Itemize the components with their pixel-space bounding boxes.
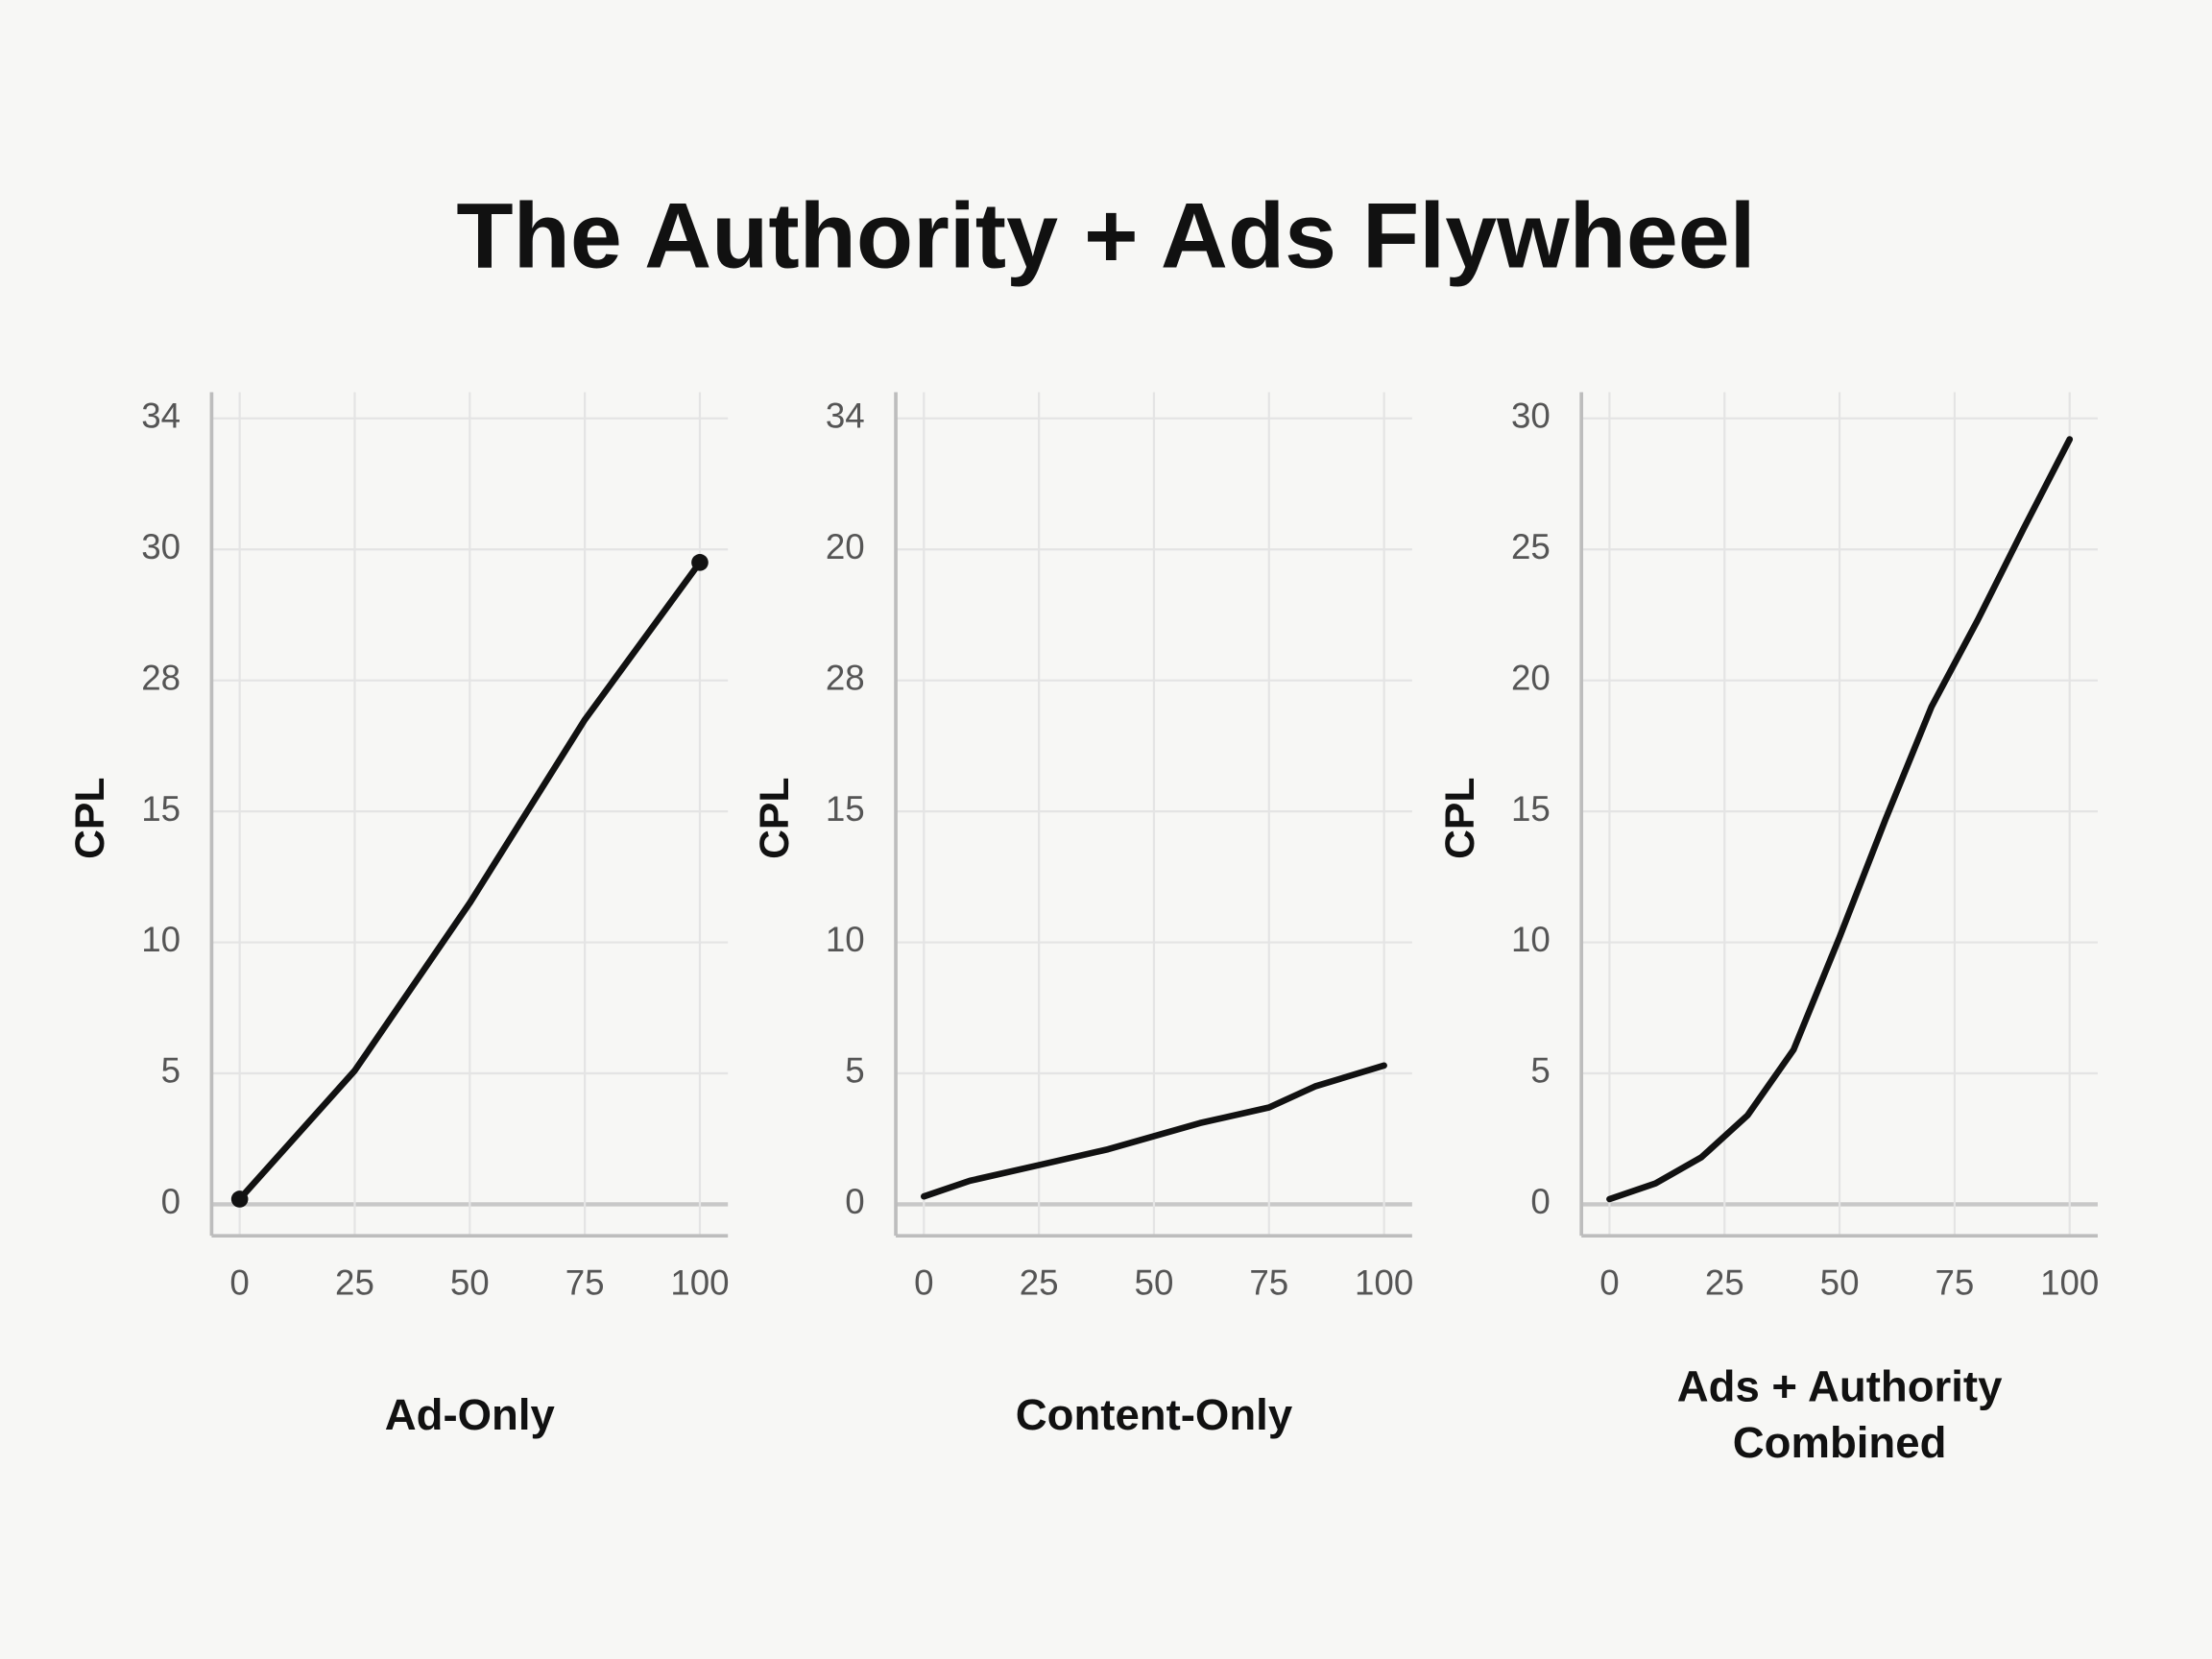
y-tick-label: 5 — [1530, 1051, 1550, 1091]
y-tick-label: 0 — [845, 1182, 864, 1221]
y-tick-label: 34 — [826, 396, 865, 435]
y-axis-label: CPL — [1437, 778, 1483, 859]
x-tick-label: 25 — [335, 1262, 374, 1302]
x-tick-label: 75 — [565, 1262, 605, 1302]
end-marker — [691, 554, 709, 571]
y-tick-label: 30 — [141, 527, 180, 566]
y-tick-label: 20 — [826, 527, 865, 566]
data-line — [1606, 436, 2074, 1203]
y-tick-label: 15 — [1511, 789, 1551, 829]
y-tick-label: 25 — [1511, 527, 1551, 566]
y-tick-label: 5 — [845, 1051, 864, 1091]
figure-title: The Authority + Ads Flywheel — [456, 182, 1755, 287]
data-line — [236, 559, 704, 1203]
y-tick-label: 15 — [826, 789, 865, 829]
x-tick-label: 25 — [1705, 1262, 1744, 1302]
y-tick-label: 5 — [161, 1051, 180, 1091]
x-tick-label: 0 — [914, 1262, 933, 1302]
y-tick-label: 15 — [141, 789, 180, 829]
y-tick-label: 20 — [1511, 658, 1551, 697]
x-tick-label: 25 — [1020, 1262, 1059, 1302]
x-tick-label: 75 — [1249, 1262, 1288, 1302]
x-tick-label: 50 — [450, 1262, 490, 1302]
x-axis-label: Ads + Authority — [1677, 1361, 2003, 1410]
y-tick-label: 10 — [1511, 920, 1551, 959]
y-tick-label: 0 — [161, 1182, 180, 1221]
y-tick-label: 30 — [1511, 396, 1551, 435]
y-tick-label: 28 — [141, 658, 180, 697]
x-axis-label: Content-Only — [1016, 1390, 1293, 1439]
y-tick-label: 34 — [141, 396, 180, 435]
x-tick-label: 0 — [229, 1262, 249, 1302]
y-axis-label: CPL — [752, 778, 798, 859]
x-tick-label: 50 — [1820, 1262, 1860, 1302]
x-tick-label: 100 — [2040, 1262, 2099, 1302]
y-axis-label: CPL — [67, 778, 113, 859]
x-tick-label: 100 — [670, 1262, 729, 1302]
x-tick-label: 0 — [1599, 1262, 1619, 1302]
y-tick-label: 28 — [826, 658, 865, 697]
end-marker — [230, 1190, 249, 1208]
y-tick-label: 10 — [826, 920, 865, 959]
y-tick-label: 10 — [141, 920, 180, 959]
data-line — [920, 1062, 1387, 1200]
x-axis-label: Ad-Only — [385, 1390, 556, 1439]
x-axis-label: Combined — [1733, 1418, 1947, 1467]
x-tick-label: 100 — [1355, 1262, 1413, 1302]
x-tick-label: 75 — [1935, 1262, 1974, 1302]
y-tick-label: 0 — [1530, 1182, 1550, 1221]
x-tick-label: 50 — [1135, 1262, 1174, 1302]
